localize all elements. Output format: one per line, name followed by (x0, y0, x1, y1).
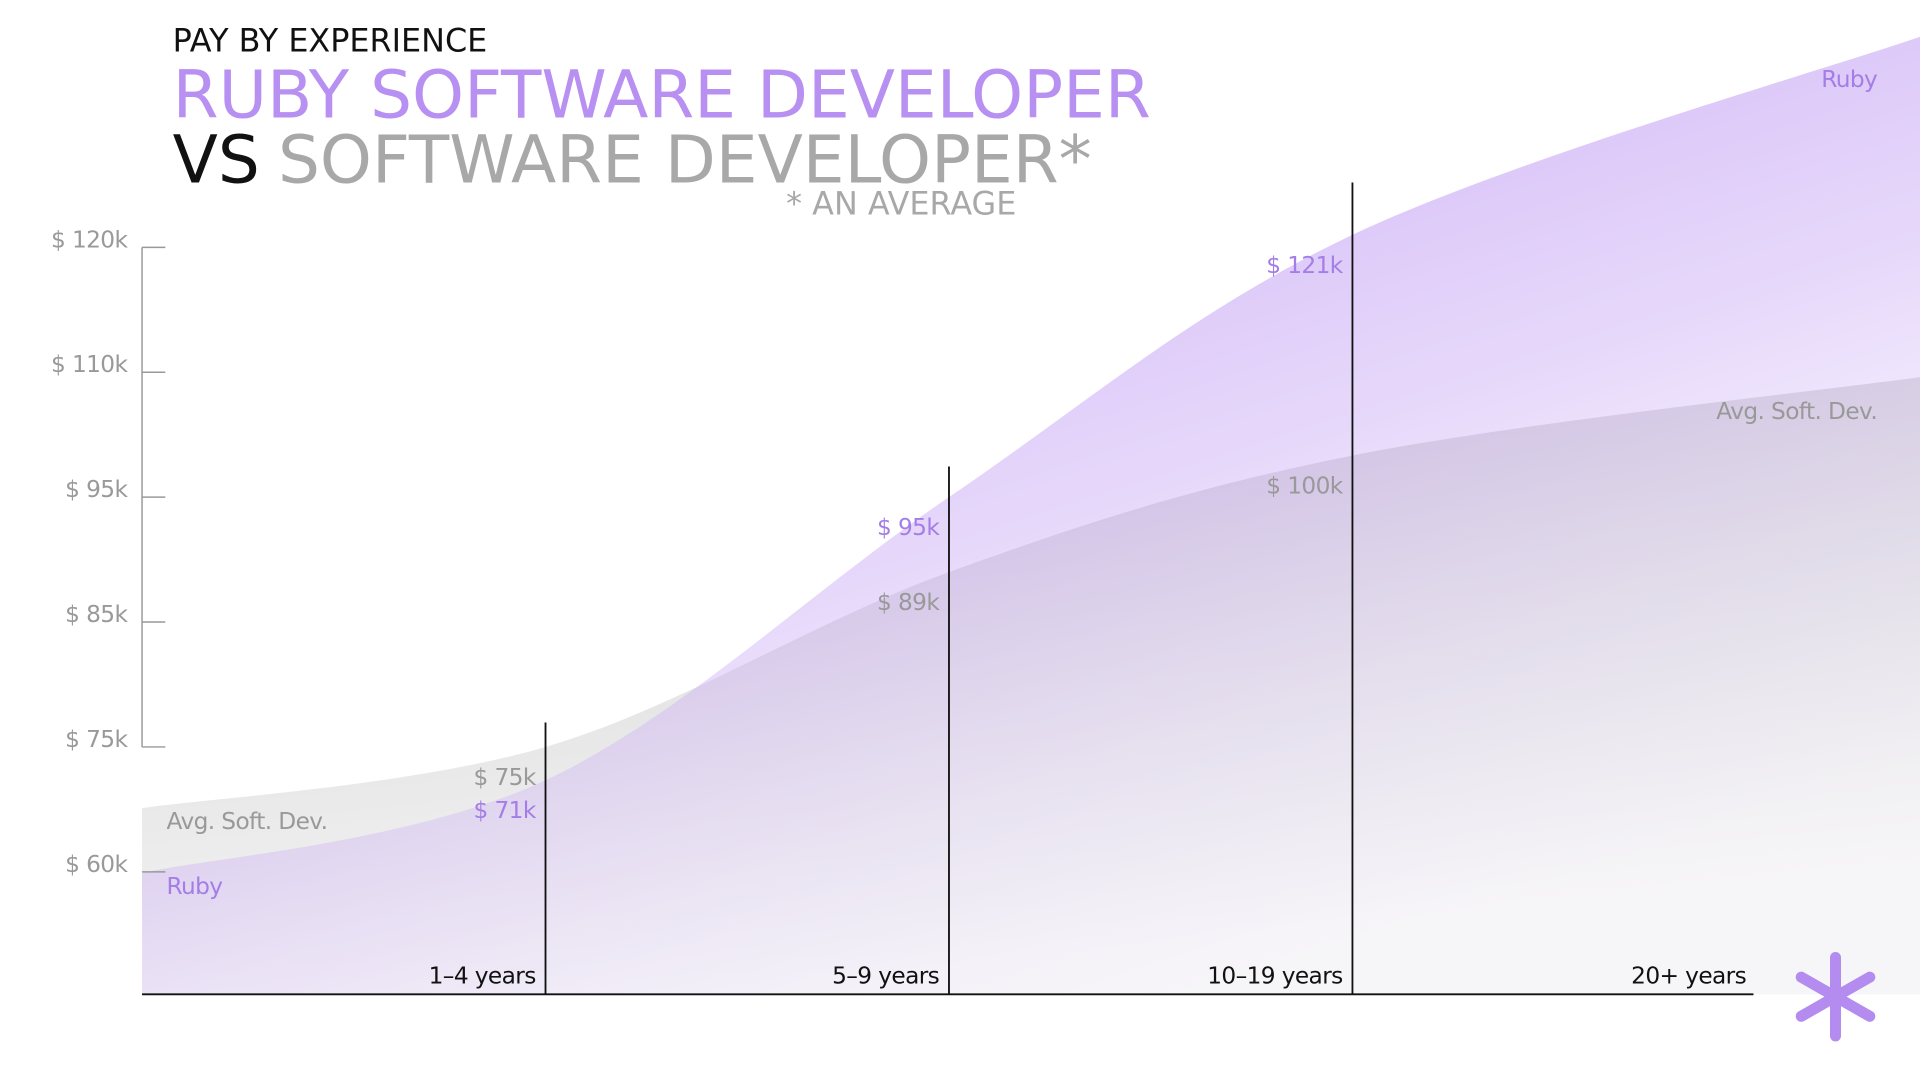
x-tick-label: 20+ years (1631, 962, 1746, 989)
y-tick-label: $ 110k (51, 351, 128, 378)
data-label: $ 89k (877, 589, 940, 616)
x-tick-label: 10–19 years (1207, 962, 1342, 989)
x-tick-label: 5–9 years (832, 962, 939, 989)
title-compare: SOFTWARE DEVELOPER* (278, 121, 1092, 198)
logo (1795, 952, 1876, 1042)
series-label: Avg. Soft. Dev. (1716, 398, 1877, 425)
kicker: PAY BY EXPERIENCE (173, 21, 488, 59)
data-label: $ 95k (877, 514, 940, 541)
data-label: $ 71k (474, 797, 537, 824)
y-tick-label: $ 60k (65, 851, 128, 878)
series-label: Ruby (1821, 66, 1878, 93)
title-vs: VS (173, 121, 260, 198)
chart-title: RUBY SOFTWARE DEVELOPER (173, 57, 1151, 134)
y-tick-label: $ 120k (51, 226, 128, 253)
data-label: $ 121k (1266, 252, 1343, 279)
series-area (142, 36, 1920, 995)
x-tick-label: 1–4 years (429, 962, 536, 989)
y-tick-label: $ 95k (65, 476, 128, 503)
series-label: Avg. Soft. Dev. (167, 808, 328, 835)
y-tick-label: $ 85k (65, 601, 128, 628)
y-tick-label: $ 75k (65, 726, 128, 753)
data-label: $ 100k (1266, 472, 1343, 499)
series-label: Ruby (167, 873, 224, 900)
footnote: * AN AVERAGE (786, 184, 1016, 222)
data-label: $ 75k (474, 764, 537, 791)
